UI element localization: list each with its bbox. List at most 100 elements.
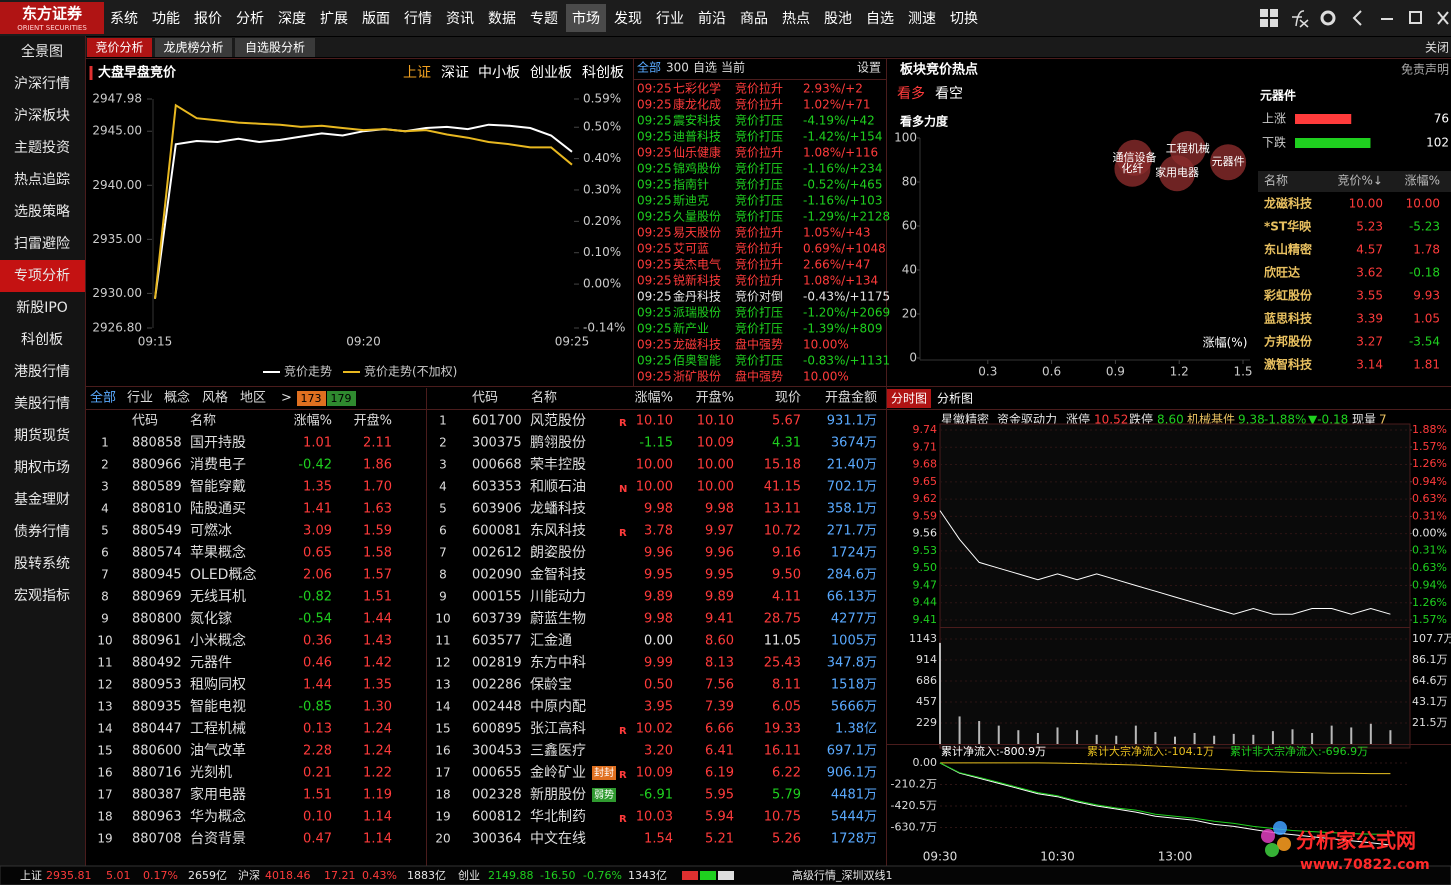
- hot-tab[interactable]: 看空: [935, 86, 963, 102]
- quote-field: 7: [1379, 413, 1387, 427]
- amount: 21.40万: [827, 458, 877, 473]
- volume-bar: [1291, 729, 1294, 744]
- sidebar-item[interactable]: 主题投资: [14, 140, 70, 156]
- sidebar-item[interactable]: 新股IPO: [16, 300, 68, 316]
- menu-item[interactable]: 分析: [236, 11, 264, 27]
- menu-item[interactable]: 股池: [824, 11, 852, 27]
- flag: R: [619, 528, 627, 539]
- amount: 5666万: [831, 700, 877, 715]
- menu-item[interactable]: 切换: [950, 10, 978, 27]
- name: 东风科技: [530, 523, 586, 539]
- menu-item[interactable]: 系统: [110, 11, 138, 27]
- board-tab[interactable]: 行业: [127, 391, 153, 406]
- sidebar-item[interactable]: 热点追踪: [14, 172, 70, 188]
- sidebar-item[interactable]: 期货现货: [14, 427, 70, 444]
- chart-tab[interactable]: 分时图: [891, 392, 927, 406]
- name: 光刻机: [190, 765, 232, 781]
- board-tab[interactable]: 全部: [90, 390, 116, 406]
- y-tick-label: 9.53: [913, 544, 938, 557]
- menu-item[interactable]: 商品: [740, 11, 768, 27]
- menu-item[interactable]: 报价: [194, 11, 222, 27]
- y2-tick-label: 1.57%: [1412, 440, 1447, 453]
- menu-item[interactable]: 热点: [782, 11, 810, 27]
- sidebar-item[interactable]: 沪深板块: [14, 108, 70, 124]
- y-tick-label: 100: [894, 131, 917, 145]
- feed-filter[interactable]: 自选: [693, 61, 717, 75]
- row-index: 11: [97, 656, 112, 670]
- market-tab[interactable]: 科创板: [582, 65, 624, 81]
- menu-item[interactable]: 功能: [152, 11, 180, 27]
- menu-item[interactable]: 测速: [908, 11, 936, 27]
- market-tab[interactable]: 中小板: [478, 65, 520, 81]
- volume-bar: [1056, 727, 1059, 744]
- menu-item[interactable]: 深度: [278, 11, 306, 27]
- bubble[interactable]: [1114, 150, 1151, 187]
- tab-label[interactable]: 龙虎榜分析: [163, 40, 223, 55]
- menu-item[interactable]: 专题: [530, 11, 558, 27]
- disclaimer[interactable]: 免责声明: [1401, 62, 1449, 77]
- change: 1.41: [303, 502, 332, 517]
- tab-label[interactable]: 自选股分析: [245, 41, 305, 55]
- feed-filter[interactable]: 全部: [637, 60, 661, 75]
- menu-item[interactable]: 扩展: [320, 11, 348, 27]
- logo-subtitle: ORIENT SECURITIES: [17, 24, 87, 32]
- board-tab[interactable]: 风格: [202, 390, 228, 406]
- y2-tick-label: 0.63%: [1412, 561, 1447, 574]
- feed-filter[interactable]: 300: [666, 61, 689, 75]
- tab: [887, 389, 931, 408]
- y-tick-label: 9.74: [913, 423, 938, 436]
- sidebar-item[interactable]: 美股行情: [14, 396, 70, 412]
- sidebar-item[interactable]: 宏观指标: [14, 588, 70, 604]
- sidebar-item[interactable]: 选股策略: [14, 203, 70, 220]
- sidebar-item[interactable]: 沪深行情: [14, 76, 70, 92]
- market-tab[interactable]: 上证: [403, 65, 431, 81]
- menu-item[interactable]: 市场: [572, 10, 600, 27]
- volume-bar: [1330, 725, 1333, 744]
- menu-item[interactable]: 版面: [362, 11, 390, 27]
- open: 1.42: [363, 656, 392, 671]
- sidebar-item[interactable]: 期权市场: [14, 459, 70, 476]
- sidebar-item[interactable]: 港股行情: [14, 364, 70, 380]
- board-tab[interactable]: 地区: [240, 391, 266, 406]
- change: 10.09: [636, 766, 673, 781]
- hot-tab[interactable]: 看多: [897, 85, 925, 102]
- sidebar-item[interactable]: 专项分析: [14, 268, 70, 284]
- open: 10.00: [697, 480, 734, 495]
- menu-item[interactable]: 数据: [488, 11, 516, 27]
- sidebar-item[interactable]: 股转系统: [14, 556, 70, 572]
- volume-bar: [939, 642, 941, 744]
- sidebar-item[interactable]: 基金理财: [14, 491, 70, 508]
- tab: [155, 38, 232, 57]
- menu-item[interactable]: 行业: [656, 11, 684, 27]
- status-item: 0.43%: [362, 869, 397, 882]
- feed-cell: 竞价拉升: [735, 241, 783, 256]
- market-tab[interactable]: 创业板: [530, 65, 572, 81]
- feed-cell: 09:25: [637, 274, 672, 288]
- bubble[interactable]: [1159, 155, 1196, 192]
- board-tab[interactable]: 概念: [164, 390, 190, 406]
- status-item: 4018.46: [265, 869, 311, 882]
- menu-item[interactable]: 行情: [404, 11, 432, 27]
- name: 华北制药: [530, 809, 586, 825]
- y2-tick-label: 1.26%: [1412, 457, 1447, 470]
- close-button[interactable]: 关闭: [1425, 41, 1449, 55]
- board-tab[interactable]: >: [281, 391, 292, 406]
- menu-item[interactable]: 发现: [614, 11, 642, 27]
- menu-item[interactable]: 资讯: [446, 11, 474, 27]
- sidebar-item[interactable]: 债券行情: [14, 524, 70, 540]
- sidebar-item[interactable]: 全景图: [21, 43, 63, 60]
- column-header: 开盘%: [354, 413, 392, 429]
- menu-item[interactable]: 前沿: [698, 10, 726, 27]
- cell: 3.39: [1356, 312, 1383, 326]
- chart-tab[interactable]: 分析图: [937, 392, 973, 406]
- tab-label[interactable]: 竞价分析: [95, 41, 143, 55]
- sidebar-item[interactable]: 扫雷避险: [14, 236, 70, 252]
- bubble[interactable]: [1210, 144, 1247, 181]
- change: 0.10: [303, 810, 332, 825]
- feed-settings[interactable]: 设置: [857, 61, 881, 75]
- column-header: 现价: [775, 391, 801, 406]
- sidebar-item[interactable]: 科创板: [21, 332, 63, 348]
- feed-filter[interactable]: 当前: [721, 60, 745, 75]
- menu-item[interactable]: 自选: [866, 11, 894, 27]
- market-tab[interactable]: 深证: [441, 65, 469, 81]
